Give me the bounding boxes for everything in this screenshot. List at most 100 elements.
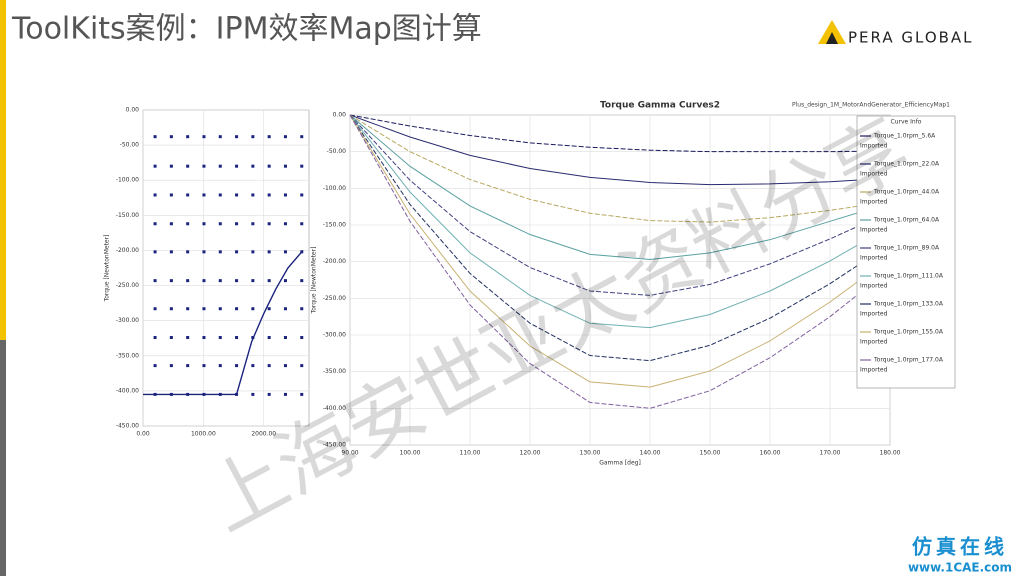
series-line bbox=[349, 114, 891, 409]
series-line bbox=[349, 114, 891, 388]
point bbox=[283, 250, 287, 254]
x-tick-label: 170.00 bbox=[820, 450, 841, 457]
y-axis-label: Torque [NewtonMeter] bbox=[311, 247, 318, 315]
legend-label: Torque_1.0rpm_133.0A bbox=[873, 301, 944, 308]
point bbox=[300, 222, 304, 226]
point bbox=[267, 164, 271, 168]
legend-note: Imported bbox=[860, 283, 888, 290]
point bbox=[186, 193, 190, 197]
point bbox=[186, 336, 190, 340]
point bbox=[218, 222, 222, 226]
point bbox=[169, 193, 173, 197]
x-tick-label: 180.00 bbox=[880, 450, 901, 457]
y-tick-label: -350.00 bbox=[116, 352, 139, 359]
point bbox=[267, 364, 271, 368]
legend-label: Torque_1.0rpm_89.0A bbox=[873, 245, 940, 252]
y-tick-label: -100.00 bbox=[323, 185, 346, 192]
point bbox=[300, 336, 304, 340]
accent-bar-dark bbox=[0, 340, 6, 576]
point bbox=[186, 135, 190, 139]
point bbox=[169, 222, 173, 226]
chart-title: Torque Gamma Curves2 bbox=[600, 101, 720, 111]
point bbox=[283, 193, 287, 197]
point bbox=[169, 250, 173, 254]
point bbox=[202, 164, 206, 168]
y-tick-label: -150.00 bbox=[323, 222, 346, 229]
point bbox=[251, 193, 255, 197]
point bbox=[169, 164, 173, 168]
point bbox=[153, 307, 157, 311]
legend-note: Imported bbox=[860, 171, 888, 178]
point bbox=[153, 279, 157, 283]
legend-title: Curve Info bbox=[891, 119, 922, 126]
point bbox=[202, 336, 206, 340]
point bbox=[235, 164, 239, 168]
series-line bbox=[349, 114, 891, 260]
point bbox=[202, 279, 206, 283]
point bbox=[153, 164, 157, 168]
y-tick-label: -200.00 bbox=[323, 258, 346, 265]
y-tick-label: 0.00 bbox=[126, 107, 140, 114]
y-axis-label: Torque [NewtonMeter] bbox=[104, 235, 111, 303]
point bbox=[283, 392, 287, 396]
point bbox=[202, 135, 206, 139]
point bbox=[251, 222, 255, 226]
legend-note: Imported bbox=[860, 227, 888, 234]
point bbox=[267, 336, 271, 340]
x-axis-label: Gamma [deg] bbox=[599, 460, 641, 467]
series-line bbox=[349, 114, 891, 186]
legend-note: Imported bbox=[860, 339, 888, 346]
point bbox=[300, 193, 304, 197]
x-tick-label: 110.00 bbox=[460, 450, 481, 457]
point bbox=[218, 135, 222, 139]
y-tick-label: -350.00 bbox=[323, 368, 346, 375]
series-line bbox=[349, 114, 891, 223]
y-tick-label: 0.00 bbox=[333, 112, 347, 119]
point bbox=[235, 250, 239, 254]
legend-label: Torque_1.0rpm_44.0A bbox=[873, 189, 940, 196]
point bbox=[300, 392, 304, 396]
point bbox=[202, 307, 206, 311]
x-tick-label: 0.00 bbox=[136, 431, 150, 438]
point bbox=[283, 164, 287, 168]
point bbox=[202, 222, 206, 226]
point bbox=[153, 193, 157, 197]
point bbox=[153, 336, 157, 340]
site-url: www.1CAE.com bbox=[908, 561, 1012, 575]
y-tick-label: -150.00 bbox=[116, 212, 139, 219]
point bbox=[153, 250, 157, 254]
legend-label: Torque_1.0rpm_155.0A bbox=[873, 329, 944, 336]
legend-note: Imported bbox=[860, 311, 888, 318]
logo-mark-inner bbox=[826, 32, 838, 44]
point bbox=[186, 307, 190, 311]
point bbox=[251, 307, 255, 311]
charts: 0.00 -50.00 -100.00 -150.00 -200.00 -250.00 -3… bbox=[104, 101, 956, 467]
point bbox=[202, 193, 206, 197]
legend-label: Torque_1.0rpm_111.0A bbox=[873, 273, 944, 280]
legend-label: Torque_1.0rpm_5.6A bbox=[873, 133, 936, 140]
point bbox=[235, 307, 239, 311]
x-tick-label: 130.00 bbox=[580, 450, 601, 457]
point bbox=[235, 364, 239, 368]
point bbox=[169, 135, 173, 139]
point bbox=[202, 364, 206, 368]
plot-area bbox=[142, 109, 310, 427]
point bbox=[235, 135, 239, 139]
point bbox=[251, 135, 255, 139]
y-tick-label: -400.00 bbox=[116, 387, 139, 394]
point bbox=[186, 164, 190, 168]
y-tick-label: -450.00 bbox=[116, 423, 139, 430]
legend-note: Imported bbox=[860, 199, 888, 206]
point bbox=[218, 279, 222, 283]
point bbox=[235, 336, 239, 340]
x-tick-label: 150.00 bbox=[700, 450, 721, 457]
site-name: 仿真在线 bbox=[912, 535, 1008, 559]
point bbox=[300, 364, 304, 368]
point bbox=[218, 364, 222, 368]
legend-label: Torque_1.0rpm_177.0A bbox=[873, 357, 944, 364]
point bbox=[235, 222, 239, 226]
point bbox=[267, 392, 271, 396]
point bbox=[267, 135, 271, 139]
point bbox=[218, 193, 222, 197]
